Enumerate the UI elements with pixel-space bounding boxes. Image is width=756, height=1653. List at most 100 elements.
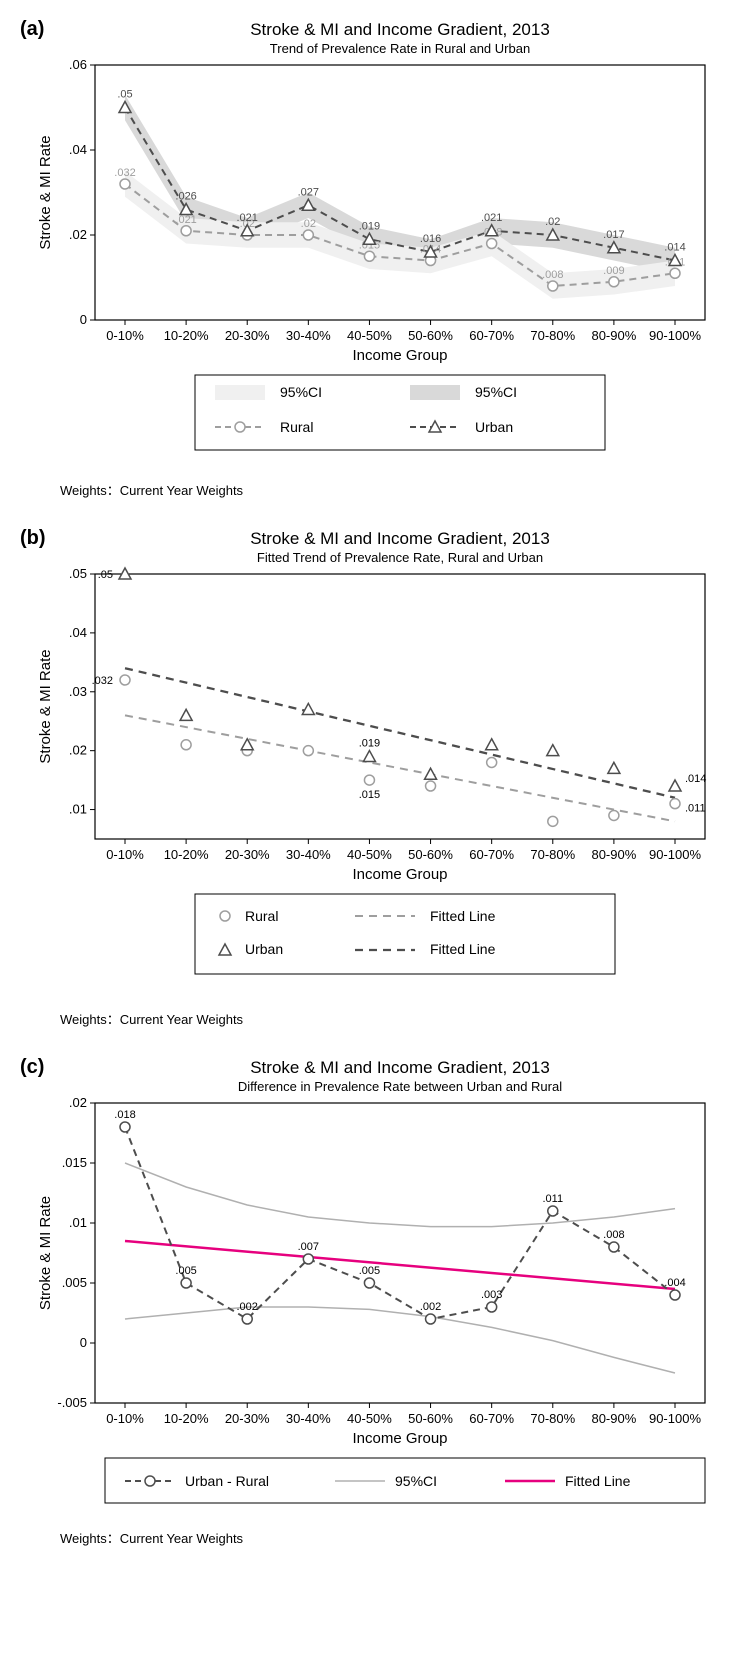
svg-text:.01: .01	[69, 802, 87, 817]
svg-text:.007: .007	[298, 1241, 319, 1253]
svg-text:.002: .002	[420, 1301, 441, 1313]
svg-text:.003: .003	[481, 1289, 502, 1301]
svg-text:10-20%: 10-20%	[164, 847, 209, 862]
svg-text:.02: .02	[69, 1095, 87, 1110]
svg-text:Urban - Rural: Urban - Rural	[185, 1473, 269, 1489]
svg-text:0: 0	[80, 1335, 87, 1350]
svg-text:Stroke & MI Rate: Stroke & MI Rate	[37, 1196, 54, 1310]
svg-text:95%CI: 95%CI	[280, 384, 322, 400]
svg-text:Income Group: Income Group	[352, 1430, 447, 1447]
svg-text:40-50%: 40-50%	[347, 1411, 392, 1426]
panel-a: (a)Stroke & MI and Income Gradient, 2013…	[10, 10, 746, 499]
svg-text:0-10%: 0-10%	[106, 1411, 144, 1426]
svg-text:.009: .009	[603, 265, 624, 277]
svg-text:.026: .026	[175, 191, 196, 203]
svg-text:Urban: Urban	[475, 419, 513, 435]
panel-b: (b) Stroke & MI and Income Gradient, 2013…	[10, 519, 746, 1028]
svg-text:Rural: Rural	[280, 419, 313, 435]
svg-text:.06: .06	[69, 57, 87, 72]
svg-text:20-30%: 20-30%	[225, 1411, 270, 1426]
svg-text:.002: .002	[237, 1301, 258, 1313]
svg-text:.04: .04	[69, 625, 87, 640]
footnote-c: Weights：Current Year Weights	[60, 1528, 746, 1547]
svg-text:50-60%: 50-60%	[408, 1411, 453, 1426]
svg-text:0-10%: 0-10%	[106, 328, 144, 343]
svg-text:50-60%: 50-60%	[408, 328, 453, 343]
svg-text:.014: .014	[685, 773, 706, 785]
svg-text:(c): (c)	[20, 1056, 44, 1078]
svg-text:10-20%: 10-20%	[164, 1411, 209, 1426]
svg-text:30-40%: 30-40%	[286, 847, 331, 862]
svg-text:.02: .02	[69, 227, 87, 242]
svg-text:.01: .01	[69, 1215, 87, 1230]
svg-text:.016: .016	[420, 233, 441, 245]
svg-text:.015: .015	[359, 789, 380, 801]
svg-text:.005: .005	[62, 1275, 87, 1290]
svg-text:90-100%: 90-100%	[649, 1411, 701, 1426]
panel-c: (c) Stroke & MI and Income Gradient, 2013…	[10, 1048, 746, 1547]
svg-text:80-90%: 80-90%	[591, 328, 636, 343]
svg-text:.008: .008	[542, 269, 563, 281]
svg-text:.032: .032	[92, 675, 113, 687]
svg-text:20-30%: 20-30%	[225, 328, 270, 343]
svg-text:80-90%: 80-90%	[591, 1411, 636, 1426]
svg-text:Stroke & MI and Income Gradien: Stroke & MI and Income Gradient, 2013	[250, 529, 550, 548]
svg-text:Stroke & MI Rate: Stroke & MI Rate	[37, 649, 54, 763]
svg-text:70-80%: 70-80%	[530, 328, 575, 343]
svg-text:.008: .008	[603, 1229, 624, 1241]
svg-text:90-100%: 90-100%	[649, 328, 701, 343]
svg-text:90-100%: 90-100%	[649, 847, 701, 862]
svg-text:95%CI: 95%CI	[395, 1473, 437, 1489]
svg-text:10-20%: 10-20%	[164, 328, 209, 343]
svg-text:60-70%: 60-70%	[469, 1411, 514, 1426]
svg-text:Fitted Line: Fitted Line	[430, 908, 496, 924]
svg-text:Stroke & MI and Income Gradien: Stroke & MI and Income Gradient, 2013	[250, 1058, 550, 1077]
svg-text:.018: .018	[114, 1109, 135, 1121]
svg-text:.032: .032	[114, 167, 135, 179]
footnote-b: Weights：Current Year Weights	[60, 1009, 746, 1028]
svg-text:Stroke & MI and Income Gradien: Stroke & MI and Income Gradient, 2013	[250, 20, 550, 39]
svg-text:.019: .019	[359, 220, 380, 232]
svg-text:0: 0	[80, 312, 87, 327]
svg-text:70-80%: 70-80%	[530, 1411, 575, 1426]
svg-text:-.005: -.005	[57, 1395, 87, 1410]
svg-text:.03: .03	[69, 684, 87, 699]
svg-text:40-50%: 40-50%	[347, 847, 392, 862]
svg-text:Fitted Line: Fitted Line	[430, 941, 496, 957]
svg-text:.011: .011	[542, 1193, 563, 1205]
svg-text:.019: .019	[359, 738, 380, 750]
svg-text:60-70%: 60-70%	[469, 847, 514, 862]
svg-text:.021: .021	[175, 214, 196, 226]
footnote-a: Weights：Current Year Weights	[60, 480, 746, 499]
svg-text:.02: .02	[69, 743, 87, 758]
svg-text:30-40%: 30-40%	[286, 1411, 331, 1426]
svg-text:.02: .02	[301, 218, 316, 230]
svg-text:Rural: Rural	[245, 908, 278, 924]
svg-text:.015: .015	[62, 1155, 87, 1170]
svg-text:.04: .04	[69, 142, 87, 157]
svg-text:60-70%: 60-70%	[469, 328, 514, 343]
svg-text:30-40%: 30-40%	[286, 328, 331, 343]
svg-text:Income Group: Income Group	[352, 347, 447, 364]
svg-text:Trend of Prevalence Rate in Ru: Trend of Prevalence Rate in Rural and Ur…	[270, 41, 530, 56]
svg-text:Fitted Line: Fitted Line	[565, 1473, 631, 1489]
svg-text:80-90%: 80-90%	[591, 847, 636, 862]
svg-text:Fitted Trend of Prevalence Rat: Fitted Trend of Prevalence Rate, Rural a…	[257, 550, 543, 565]
svg-text:.021: .021	[481, 212, 502, 224]
svg-text:.02: .02	[545, 216, 560, 228]
svg-text:.021: .021	[237, 212, 258, 224]
svg-text:95%CI: 95%CI	[475, 384, 517, 400]
svg-text:.011: .011	[685, 803, 706, 815]
svg-text:.004: .004	[664, 1277, 685, 1289]
svg-text:Difference in Prevalence Rate: Difference in Prevalence Rate between Ur…	[238, 1079, 562, 1094]
svg-text:.05: .05	[98, 569, 113, 581]
svg-text:50-60%: 50-60%	[408, 847, 453, 862]
svg-text:.017: .017	[603, 229, 624, 241]
svg-text:.027: .027	[298, 186, 319, 198]
svg-text:70-80%: 70-80%	[530, 847, 575, 862]
svg-text:.005: .005	[175, 1265, 196, 1277]
svg-text:20-30%: 20-30%	[225, 847, 270, 862]
svg-text:(b): (b)	[20, 527, 46, 549]
svg-text:Stroke & MI Rate: Stroke & MI Rate	[37, 135, 54, 249]
svg-text:.005: .005	[359, 1265, 380, 1277]
